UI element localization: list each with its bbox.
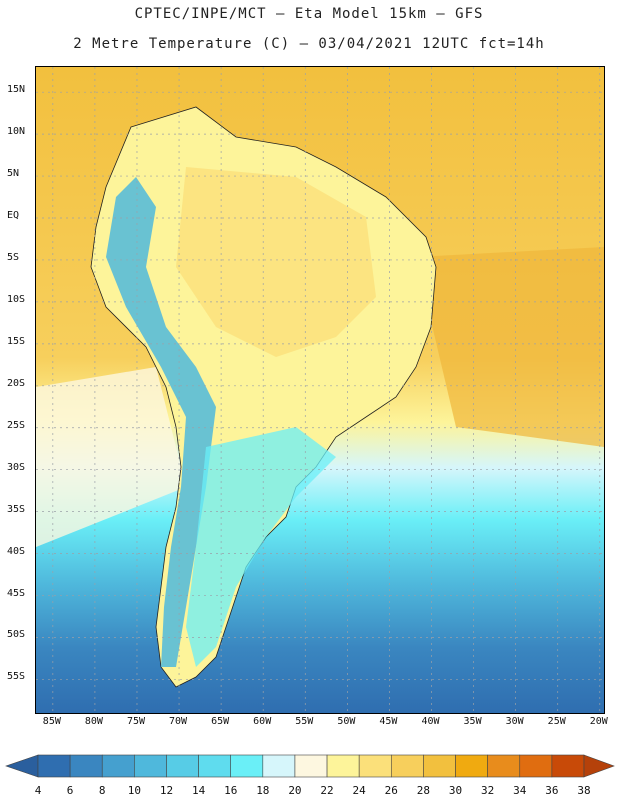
- lat-label: 15S: [7, 335, 26, 347]
- lon-label: 70W: [169, 716, 188, 727]
- colorbar-tick-label: 28: [416, 784, 431, 797]
- lat-label: 10S: [7, 293, 26, 305]
- colorbar-tick-label: 38: [577, 784, 591, 797]
- lon-label: 65W: [211, 716, 230, 727]
- lat-label: 30S: [7, 461, 26, 473]
- colorbar-swatch: [69, 754, 103, 778]
- colorbar-swatch: [455, 754, 488, 778]
- colorbar-swatch: [166, 754, 199, 778]
- colorbar-low-extension: [5, 754, 39, 778]
- colorbar-tick-label: 34: [513, 784, 527, 797]
- lon-label: 45W: [379, 716, 398, 727]
- lat-label: 5N: [7, 168, 20, 180]
- colorbar-high-extension: [583, 754, 615, 778]
- colorbar-swatch: [423, 754, 456, 778]
- lon-label: 55W: [295, 716, 314, 727]
- southern-cone-cool: [186, 427, 336, 667]
- colorbar-swatch: [230, 754, 264, 778]
- map-title: CPTEC/INPE/MCT – Eta Model 15km – GFS: [134, 6, 484, 22]
- lat-label: 35S: [7, 503, 26, 515]
- lon-label: 35W: [463, 716, 482, 727]
- colorbar-swatch: [134, 754, 167, 778]
- lat-label: EQ: [7, 210, 20, 221]
- lat-label: 10N: [7, 126, 26, 138]
- colorbar-swatch: [37, 754, 71, 778]
- lat-label: 55S: [7, 671, 26, 683]
- colorbar-tick-label: 24: [352, 784, 366, 797]
- colorbar-swatch: [198, 754, 232, 778]
- lat-label: 50S: [7, 629, 26, 641]
- lat-label: 20S: [7, 377, 26, 389]
- colorbar-tick-label: 8: [98, 784, 106, 797]
- colorbar-tick-label: 22: [320, 784, 334, 797]
- colorbar: [5, 754, 615, 778]
- lon-label: 50W: [337, 716, 356, 727]
- lon-label: 80W: [84, 716, 103, 727]
- warm-atlantic-band: [416, 247, 604, 447]
- lon-label: 20W: [589, 716, 608, 727]
- colorbar-swatch: [294, 754, 328, 778]
- temperature-field: [36, 67, 604, 713]
- lat-label: 25S: [7, 419, 26, 431]
- lon-label: 75W: [126, 716, 145, 727]
- temperature-map: [35, 66, 605, 714]
- graticule: [36, 67, 604, 713]
- colorbar-tick-label: 36: [545, 784, 559, 797]
- colorbar-tick-label: 20: [288, 784, 302, 797]
- lat-label: 45S: [7, 587, 26, 599]
- colorbar-swatch: [101, 754, 135, 778]
- colorbar-tick-label: 4: [34, 784, 42, 797]
- colorbar-tick-label: 30: [448, 784, 463, 797]
- pacific-cool-tongue: [36, 367, 186, 547]
- colorbar-swatch: [358, 754, 392, 778]
- lat-label: 5S: [7, 251, 20, 263]
- colorbar-tick-label: 26: [384, 784, 398, 797]
- lon-label: 85W: [42, 716, 61, 727]
- colorbar-tick-label: 12: [159, 784, 174, 797]
- lat-label: 40S: [7, 545, 26, 557]
- colorbar-swatch: [519, 754, 553, 778]
- lon-label: 30W: [505, 716, 524, 727]
- lon-label: 40W: [421, 716, 440, 727]
- lon-label: 60W: [253, 716, 272, 727]
- warm-interior: [176, 167, 376, 357]
- map-subtitle: 2 Metre Temperature (C) – 03/04/2021 12U…: [73, 36, 545, 52]
- colorbar-tick-label: 18: [256, 784, 270, 797]
- colorbar-tick-label: 32: [481, 784, 495, 797]
- colorbar-tick-label: 10: [127, 784, 141, 797]
- colorbar-tick-label: 16: [224, 784, 238, 797]
- colorbar-swatch: [326, 754, 360, 778]
- andes-cold-ridge: [106, 177, 216, 667]
- colorbar-swatch: [551, 754, 585, 778]
- colorbar-swatch: [487, 754, 521, 778]
- colorbar-tick-label: 14: [191, 784, 206, 797]
- lat-label: 15N: [7, 84, 26, 96]
- lon-label: 25W: [547, 716, 566, 727]
- colorbar-tick-label: 6: [66, 784, 74, 797]
- colorbar-swatch: [390, 754, 424, 778]
- colorbar-swatch: [262, 754, 296, 778]
